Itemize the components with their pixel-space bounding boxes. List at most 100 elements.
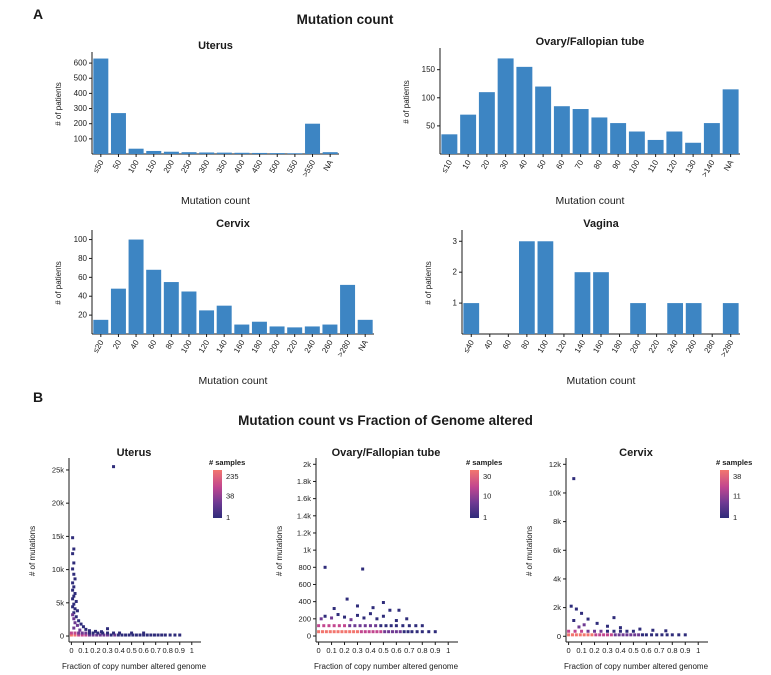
scatter-point — [319, 617, 323, 621]
x-axis-title: Fraction of copy number altered genome — [62, 662, 207, 671]
histogram-bar — [667, 303, 684, 334]
x-tick-label: 0.2 — [90, 646, 100, 655]
scatter-point — [142, 633, 146, 637]
ovary-fallopian-tube-mutation-count-histogram: Ovary/Fallopian tube # of patients 50 100 15… — [398, 34, 746, 208]
scatter-point — [322, 624, 326, 628]
x-tick-label: 1 — [696, 646, 700, 655]
scatter-point — [84, 631, 88, 635]
scatter-point — [397, 608, 401, 612]
x-tick-label: 0.3 — [102, 646, 112, 655]
x-tick-label: 350 — [215, 158, 230, 175]
x-tick-label: 0.5 — [126, 646, 136, 655]
x-tick-label: 60 — [554, 158, 567, 171]
scatter-point — [336, 630, 340, 634]
x-tick-label: 0.2 — [589, 646, 599, 655]
scatter-point — [629, 633, 633, 637]
y-tick-label: 8k — [553, 517, 561, 526]
scatter-point — [414, 624, 418, 628]
histogram-bar — [553, 106, 570, 154]
scatter-point — [640, 633, 644, 637]
x-tick-label: 120 — [197, 338, 212, 355]
scatter-point — [348, 630, 352, 634]
x-tick-label: 100 — [179, 338, 194, 355]
x-tick-label: >140 — [700, 158, 717, 179]
chart-title: Uterus — [198, 40, 233, 52]
x-tick-label: NA — [357, 338, 371, 353]
scatter-point — [72, 626, 76, 630]
histogram-bar — [128, 148, 144, 154]
y-axis-title: # of mutations — [28, 526, 37, 576]
x-tick-label: 220 — [285, 338, 300, 355]
uterus-mutation-vs-fga-scatter: Uterus # of mutations 0 5k 10k 15k 20k 25k 0 0.1 0… — [25, 446, 257, 672]
scatter-point — [130, 631, 134, 635]
scatter-point — [371, 606, 375, 610]
scatter-point — [168, 633, 172, 637]
scatter-point — [573, 629, 577, 633]
histogram-bar — [199, 310, 215, 334]
scatter-point — [398, 630, 402, 634]
x-tick-label: 0.8 — [162, 646, 172, 655]
histogram-bar — [685, 303, 702, 334]
x-tick-label: 280 — [702, 338, 717, 355]
scatter-point — [420, 630, 424, 634]
panel-a-label: A — [33, 6, 44, 22]
histogram-bar — [574, 272, 591, 334]
x-tick-label: 500 — [268, 158, 283, 175]
scatter-point — [343, 615, 347, 619]
scatter-point — [367, 630, 371, 634]
scatter-point — [415, 630, 419, 634]
histogram-bar — [478, 92, 495, 154]
scatter-point — [73, 633, 77, 637]
scatter-point — [163, 633, 167, 637]
y-tick-label: 400 — [74, 89, 88, 98]
x-tick-label: 20 — [111, 338, 124, 351]
scatter-point — [677, 633, 681, 637]
scatter-point — [375, 617, 379, 621]
legend-gradient — [720, 470, 729, 518]
y-axis-title: # of patients — [54, 82, 63, 126]
scatter-point — [381, 614, 385, 618]
scatter-point — [605, 633, 609, 637]
histogram-bar — [516, 66, 533, 154]
scatter-point — [574, 633, 578, 637]
scatter-point — [379, 624, 383, 628]
x-axis-title: Fraction of copy number altered genome — [564, 662, 709, 671]
scatter-point — [100, 630, 103, 634]
scatter-point — [71, 536, 75, 540]
legend-title: # samples — [466, 458, 502, 467]
y-tick-label: 150 — [422, 65, 436, 74]
scatter-point — [618, 626, 622, 630]
y-tick-label: 100 — [74, 235, 88, 244]
scatter-point — [387, 630, 391, 634]
scatter-point — [73, 621, 77, 625]
x-tick-label: 50 — [111, 158, 124, 171]
scatter-point — [138, 633, 142, 637]
scatter-point — [81, 625, 85, 629]
scatter-point — [87, 633, 91, 637]
scatter-point — [567, 629, 571, 633]
scatter-point — [330, 616, 334, 620]
scatter-point — [77, 631, 81, 635]
scatter-point — [612, 629, 616, 633]
histogram-bar — [666, 131, 683, 154]
x-tick-label: 10 — [461, 158, 474, 171]
x-tick-label: 0.3 — [602, 646, 612, 655]
y-tick-label: 2k — [303, 460, 311, 469]
scatter-point — [621, 633, 625, 637]
scatter-point — [401, 624, 405, 628]
x-tick-label: 90 — [611, 158, 624, 171]
histogram-bar — [251, 321, 267, 334]
x-axis-title: Mutation count — [199, 375, 268, 387]
x-tick-label: 40 — [482, 338, 495, 351]
x-tick-label: 240 — [665, 338, 680, 355]
scatter-point — [332, 630, 336, 634]
x-tick-label: 1 — [446, 646, 450, 655]
scatter-point — [586, 633, 590, 637]
scatter-point — [74, 615, 78, 619]
y-axis-title: # of mutations — [525, 526, 534, 576]
scatter-point — [595, 621, 599, 625]
scatter-point — [352, 630, 356, 634]
histogram-bar — [305, 123, 321, 154]
